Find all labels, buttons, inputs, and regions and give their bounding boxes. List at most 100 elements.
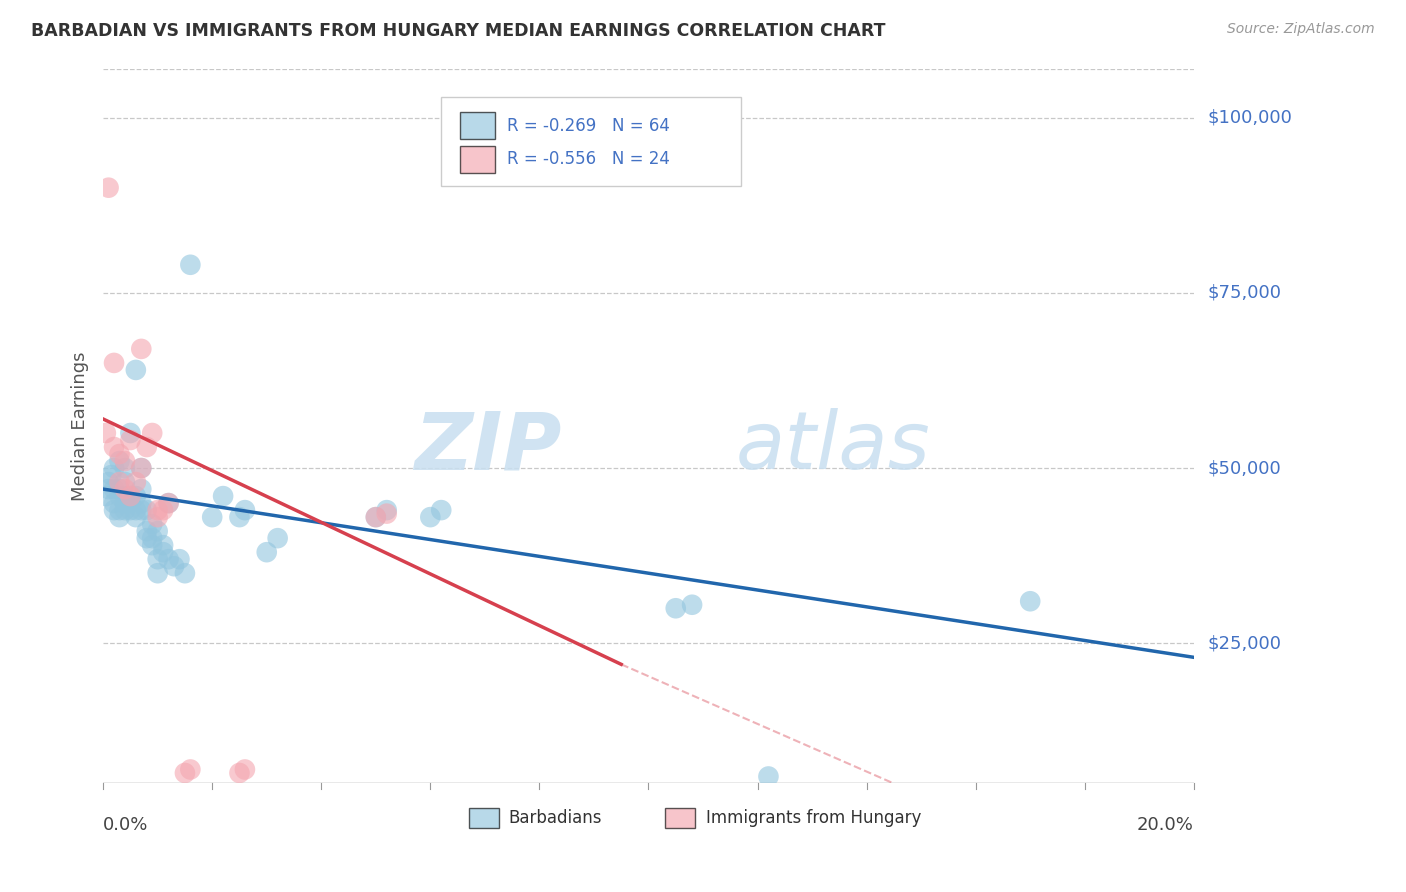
Point xyxy=(364,510,387,524)
Text: ZIP: ZIP xyxy=(413,409,561,486)
FancyBboxPatch shape xyxy=(441,97,741,186)
Point xyxy=(146,510,169,524)
Point xyxy=(114,496,136,510)
Point xyxy=(135,531,157,545)
Point xyxy=(681,598,703,612)
Point xyxy=(103,482,125,496)
Point xyxy=(135,503,157,517)
Point xyxy=(129,482,152,496)
Point xyxy=(103,440,125,454)
Point xyxy=(120,503,142,517)
Point xyxy=(233,763,256,777)
Point xyxy=(135,524,157,538)
Point xyxy=(135,440,157,454)
Point xyxy=(152,545,174,559)
Point xyxy=(103,503,125,517)
Point xyxy=(141,517,163,532)
Point xyxy=(174,566,197,581)
Point xyxy=(375,503,398,517)
Point xyxy=(108,454,131,468)
Point xyxy=(125,475,148,489)
Point xyxy=(141,531,163,545)
Point xyxy=(212,489,235,503)
Point xyxy=(114,503,136,517)
Point xyxy=(114,489,136,503)
Point xyxy=(97,180,120,194)
Point xyxy=(1019,594,1042,608)
Point xyxy=(266,531,288,545)
Point xyxy=(108,503,131,517)
Point xyxy=(152,503,174,517)
Point xyxy=(97,482,120,496)
Text: $75,000: $75,000 xyxy=(1208,284,1282,301)
Point xyxy=(120,489,142,503)
Point xyxy=(152,538,174,552)
FancyBboxPatch shape xyxy=(460,112,495,139)
Point xyxy=(375,507,398,521)
FancyBboxPatch shape xyxy=(468,808,499,828)
Point xyxy=(169,552,191,566)
Point xyxy=(94,489,117,503)
Point xyxy=(103,356,125,370)
Point xyxy=(157,552,180,566)
Point xyxy=(103,496,125,510)
Point xyxy=(120,496,142,510)
Point xyxy=(100,468,122,483)
Point xyxy=(125,489,148,503)
Point xyxy=(129,461,152,475)
Point xyxy=(103,461,125,475)
Point xyxy=(146,503,169,517)
Point xyxy=(114,475,136,489)
Point xyxy=(97,475,120,489)
Point xyxy=(141,538,163,552)
Point xyxy=(114,461,136,475)
Point xyxy=(108,510,131,524)
Point xyxy=(129,496,152,510)
Text: 0.0%: 0.0% xyxy=(103,815,149,834)
Point xyxy=(430,503,453,517)
Point xyxy=(108,489,131,503)
Point xyxy=(114,454,136,468)
Text: Barbadians: Barbadians xyxy=(509,809,602,827)
Point xyxy=(146,552,169,566)
Point xyxy=(114,482,136,496)
Text: $25,000: $25,000 xyxy=(1208,634,1282,652)
Text: R = -0.269   N = 64: R = -0.269 N = 64 xyxy=(506,117,669,135)
Point xyxy=(120,489,142,503)
Point xyxy=(256,545,278,559)
Text: 20.0%: 20.0% xyxy=(1137,815,1194,834)
Point xyxy=(228,510,250,524)
Text: R = -0.556   N = 24: R = -0.556 N = 24 xyxy=(506,151,669,169)
Text: $100,000: $100,000 xyxy=(1208,109,1292,127)
Point xyxy=(129,503,152,517)
Text: BARBADIAN VS IMMIGRANTS FROM HUNGARY MEDIAN EARNINGS CORRELATION CHART: BARBADIAN VS IMMIGRANTS FROM HUNGARY MED… xyxy=(31,22,886,40)
Point xyxy=(108,475,131,489)
Point xyxy=(120,425,142,440)
FancyBboxPatch shape xyxy=(460,145,495,173)
Point xyxy=(146,566,169,581)
Point xyxy=(108,447,131,461)
Point xyxy=(174,766,197,780)
Point xyxy=(125,363,148,377)
Point xyxy=(665,601,688,615)
Point xyxy=(163,559,186,574)
FancyBboxPatch shape xyxy=(665,808,696,828)
Point xyxy=(364,510,387,524)
Point xyxy=(179,763,201,777)
Point xyxy=(233,503,256,517)
Point xyxy=(201,510,224,524)
Point xyxy=(108,482,131,496)
Point xyxy=(157,496,180,510)
Text: Immigrants from Hungary: Immigrants from Hungary xyxy=(706,809,922,827)
Text: $50,000: $50,000 xyxy=(1208,459,1281,477)
Point xyxy=(129,342,152,356)
Text: Source: ZipAtlas.com: Source: ZipAtlas.com xyxy=(1227,22,1375,37)
Point xyxy=(228,766,250,780)
Text: atlas: atlas xyxy=(735,409,931,486)
Point xyxy=(94,425,117,440)
Point xyxy=(157,496,180,510)
Point xyxy=(146,524,169,538)
Y-axis label: Median Earnings: Median Earnings xyxy=(72,351,89,500)
Point xyxy=(141,425,163,440)
Point xyxy=(129,461,152,475)
